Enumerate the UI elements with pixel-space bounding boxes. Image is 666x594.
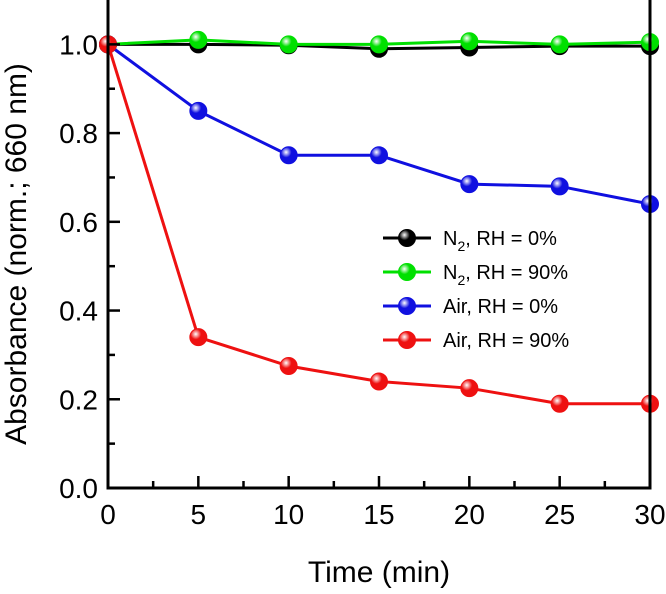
x-tick-label: 25 xyxy=(544,499,575,530)
legend-label: Air, RH = 0% xyxy=(443,296,558,318)
series-line-3 xyxy=(107,43,651,206)
legend-marker xyxy=(398,263,416,281)
y-tick-label: 0.4 xyxy=(59,296,98,327)
series-2-point xyxy=(550,35,569,54)
x-tick-label: 5 xyxy=(191,499,207,530)
series-3-point xyxy=(279,146,298,165)
legend-marker xyxy=(398,297,416,315)
series-2-point xyxy=(370,35,388,54)
x-tick-label: 0 xyxy=(100,499,116,530)
x-axis-title: Time (min) xyxy=(308,556,450,589)
x-tick-label: 20 xyxy=(454,499,485,530)
plot-frame xyxy=(106,0,652,490)
series-3-point xyxy=(460,175,479,194)
series-4-point xyxy=(279,357,298,375)
legend-label: Air, RH = 90% xyxy=(443,330,569,352)
legend: N2, RH = 0% N2, RH = 90% Air, RH = 0% Air, … xyxy=(383,228,569,352)
series-4-point xyxy=(189,328,208,347)
y-axis-title: Absorbance (norm.; 660 nm) xyxy=(0,63,33,445)
x-tick-label: 30 xyxy=(634,499,665,530)
series-4-point xyxy=(460,379,479,398)
y-tick-label: 0.2 xyxy=(59,384,98,415)
ticks-layer: 0 5 10 15 20 25 30 0.0 0.2 0.4 0.6 0.8 1.0 xyxy=(59,29,666,530)
series-3-point xyxy=(550,177,569,196)
x-tick-label: 10 xyxy=(273,499,304,530)
legend-marker xyxy=(398,229,416,247)
y-tick-label: 0.0 xyxy=(59,473,98,504)
data-layer xyxy=(99,30,659,413)
series-2-point xyxy=(189,30,208,49)
legend-label: N2, RH = 0% xyxy=(443,228,557,254)
x-tick-label: 15 xyxy=(363,499,394,530)
legend-marker xyxy=(398,331,416,349)
series-2-point xyxy=(279,35,298,54)
series-3-point xyxy=(370,146,388,165)
series-4-point xyxy=(370,372,388,391)
y-tick-label: 0.6 xyxy=(59,207,98,238)
y-tick-label: 1.0 xyxy=(59,29,98,60)
legend-label: N2, RH = 90% xyxy=(443,262,568,288)
series-3-point xyxy=(189,101,208,120)
series-2-point xyxy=(460,32,479,51)
series-4-point xyxy=(550,394,569,413)
y-tick-label: 0.8 xyxy=(59,118,98,149)
